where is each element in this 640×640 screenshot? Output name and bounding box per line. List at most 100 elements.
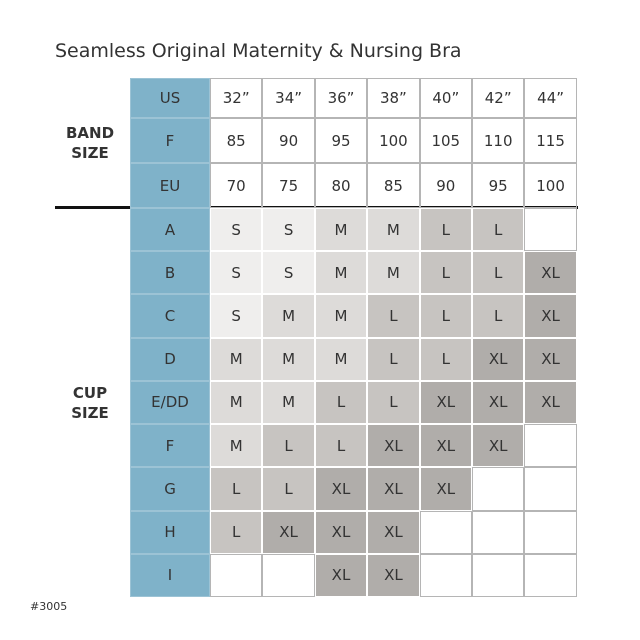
size-cell: L	[367, 380, 420, 425]
size-cell: M	[367, 251, 420, 295]
row-header: EU	[130, 163, 210, 208]
size-cell: M	[367, 208, 420, 252]
size-cell: 85	[367, 163, 420, 208]
row-header: US	[130, 78, 210, 118]
size-cell: XL	[314, 510, 368, 554]
size-cell: L	[419, 208, 472, 252]
row-header: I	[130, 553, 210, 597]
size-cell: L	[472, 208, 525, 252]
empty-cell	[419, 553, 472, 597]
size-cell: 100	[367, 118, 420, 163]
size-cell: M	[210, 380, 263, 425]
size-cell: XL	[472, 337, 525, 381]
size-cell: XL	[524, 380, 577, 425]
size-cell: 115	[524, 118, 577, 163]
size-cell: 34”	[262, 78, 315, 118]
size-cell: XL	[524, 251, 577, 295]
size-cell: M	[262, 380, 315, 425]
empty-cell	[524, 510, 577, 554]
size-cell: XL	[314, 467, 368, 511]
size-cell: XL	[367, 424, 420, 468]
size-cell: XL	[367, 510, 420, 554]
size-cell: M	[262, 294, 315, 338]
size-cell: 42”	[472, 78, 525, 118]
size-cell: S	[262, 251, 315, 295]
size-cell: M	[314, 294, 368, 338]
empty-cell	[524, 553, 577, 597]
size-cell: 90	[262, 118, 315, 163]
size-cell: L	[262, 424, 315, 468]
empty-cell	[524, 467, 577, 511]
size-cell: XL	[419, 467, 472, 511]
size-cell: 40”	[419, 78, 472, 118]
empty-cell	[472, 467, 525, 511]
size-cell: L	[367, 294, 420, 338]
size-cell: 32”	[210, 78, 263, 118]
size-cell: 44”	[524, 78, 577, 118]
size-cell: L	[314, 424, 368, 468]
size-cell: 85	[210, 118, 263, 163]
size-cell: S	[262, 208, 315, 252]
size-cell: XL	[472, 424, 525, 468]
size-cell: M	[314, 337, 368, 381]
footer: #3005	[30, 600, 68, 613]
row-header: H	[130, 510, 210, 554]
group-label: BAND SIZE	[65, 124, 115, 162]
group-label: CUP SIZE	[71, 383, 109, 422]
size-cell: 90	[419, 163, 472, 208]
size-cell: 36”	[314, 78, 368, 118]
row-header: B	[130, 251, 210, 295]
row-header: G	[130, 467, 210, 511]
title: Seamless Original Maternity & Nursing Br…	[55, 40, 462, 62]
size-cell: L	[314, 380, 368, 425]
size-cell: L	[419, 294, 472, 338]
size-cell: 95	[472, 163, 525, 208]
size-cell: XL	[472, 380, 525, 425]
size-cell: XL	[524, 337, 577, 381]
size-cell: 80	[314, 163, 368, 208]
size-cell: 110	[472, 118, 525, 163]
size-cell: XL	[262, 510, 315, 554]
row-header: C	[130, 294, 210, 338]
size-cell: XL	[524, 294, 577, 338]
size-cell: XL	[419, 424, 472, 468]
size-cell: M	[314, 208, 368, 252]
size-cell: XL	[367, 553, 420, 597]
empty-cell	[472, 553, 525, 597]
row-header: F	[130, 118, 210, 163]
size-cell: 38”	[367, 78, 420, 118]
size-cell: 105	[419, 118, 472, 163]
size-cell: M	[210, 337, 263, 381]
size-cell: L	[472, 251, 525, 295]
empty-cell	[472, 510, 525, 554]
size-cell: L	[472, 294, 525, 338]
empty-cell	[262, 553, 315, 597]
row-header: A	[130, 208, 210, 252]
empty-cell	[524, 424, 577, 468]
size-cell: XL	[314, 553, 368, 597]
size-cell: XL	[367, 467, 420, 511]
size-cell: M	[262, 337, 315, 381]
size-cell: 95	[314, 118, 368, 163]
empty-cell	[524, 208, 577, 252]
size-cell: L	[419, 251, 472, 295]
row-header: D	[130, 337, 210, 381]
size-cell: 70	[210, 163, 263, 208]
size-cell: L	[210, 467, 263, 511]
size-cell: L	[419, 337, 472, 381]
size-cell: M	[314, 251, 368, 295]
size-cell: XL	[419, 380, 472, 425]
size-cell: M	[210, 424, 263, 468]
size-cell: L	[367, 337, 420, 381]
empty-cell	[419, 510, 472, 554]
size-cell: 100	[524, 163, 577, 208]
size-cell: L	[262, 467, 315, 511]
row-header: E/DD	[130, 380, 210, 425]
size-cell: 75	[262, 163, 315, 208]
empty-cell	[210, 553, 263, 597]
size-cell: S	[210, 251, 263, 295]
size-cell: S	[210, 294, 263, 338]
row-header: F	[130, 424, 210, 468]
size-cell: S	[210, 208, 263, 252]
